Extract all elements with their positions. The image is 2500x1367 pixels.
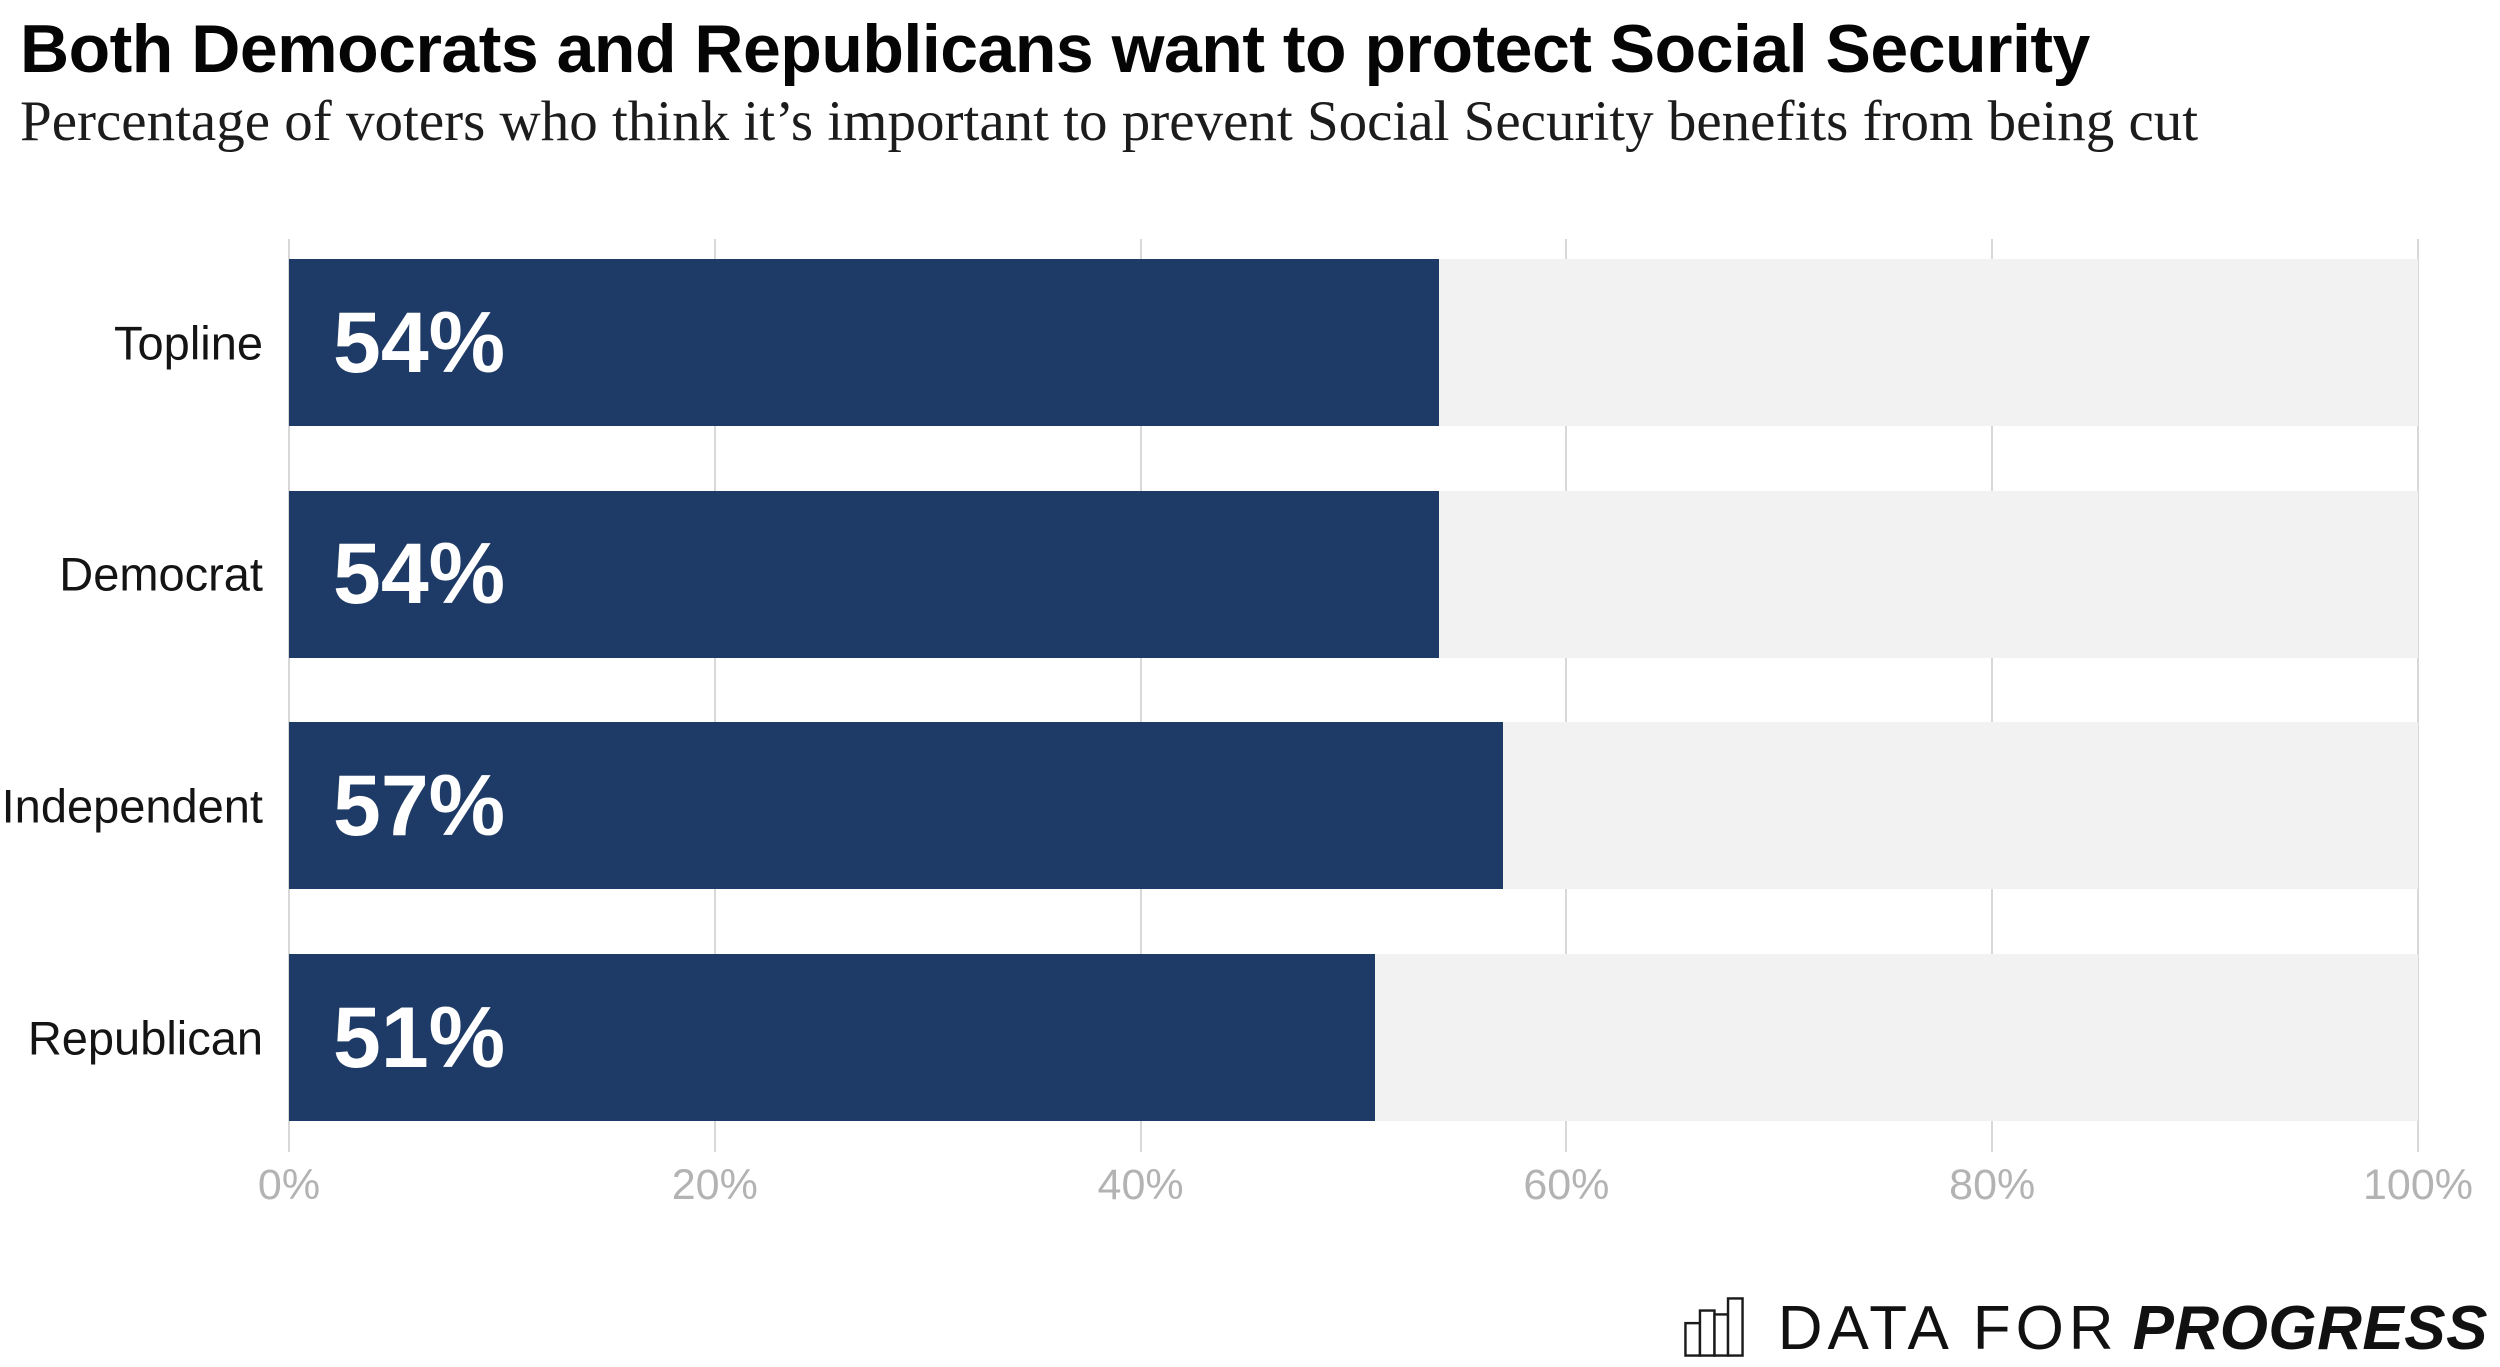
- gridline: [1139, 239, 1142, 1152]
- x-axis-tick-label: 100%: [2363, 1161, 2473, 1209]
- value-label: 57%: [333, 757, 506, 854]
- value-label: 54%: [333, 526, 506, 623]
- x-axis-tick-label: 40%: [1097, 1161, 1184, 1209]
- gridline: [288, 239, 290, 1152]
- gridline: [713, 239, 716, 1152]
- value-label: 51%: [333, 989, 506, 1086]
- category-label: Topline: [114, 316, 263, 369]
- category-label: Republican: [27, 1011, 263, 1065]
- value-bar: 57%: [289, 722, 1503, 890]
- x-axis-tick-label: 20%: [671, 1161, 758, 1209]
- x-axis-tick-label: 0%: [257, 1161, 321, 1209]
- value-bar: 54%: [289, 490, 1439, 658]
- chart-subtitle: Percentage of voters who think it’s impo…: [20, 90, 2199, 153]
- category-label: Independent: [1, 779, 263, 833]
- logo-text-light: DATA FOR: [1777, 1294, 2119, 1364]
- value-bar: 54%: [289, 259, 1439, 426]
- plot-area: 0% 20% 40% 60% 80% 100% Topline 54% Democrat 54% I…: [2, 239, 2473, 1207]
- bar-row: Democrat 54%: [59, 490, 2418, 658]
- x-axis-tick-label: 60%: [1523, 1161, 1610, 1209]
- bar-row: Republican 51%: [28, 954, 2418, 1122]
- value-label: 54%: [333, 294, 506, 391]
- gridline: [1565, 239, 1568, 1152]
- bar-row: Topline 54%: [114, 259, 2418, 426]
- logo-text-bold: PROGRESS: [2132, 1294, 2488, 1364]
- value-bar: 51%: [289, 954, 1375, 1122]
- gridline: [2417, 239, 2419, 1152]
- logo-text: DATA FOR PROGRESS: [1778, 1298, 2488, 1360]
- dfp-logo: DATA FOR PROGRESS: [1683, 1297, 2488, 1360]
- gridline: [1991, 239, 1994, 1152]
- bar-row: Independent 57%: [2, 722, 2418, 890]
- chart-title: Both Democrats and Republicans want to p…: [20, 11, 2090, 87]
- bar-chart-icon: [1683, 1297, 1744, 1357]
- x-axis-tick-label: 80%: [1949, 1161, 2036, 1209]
- category-label: Democrat: [59, 547, 263, 601]
